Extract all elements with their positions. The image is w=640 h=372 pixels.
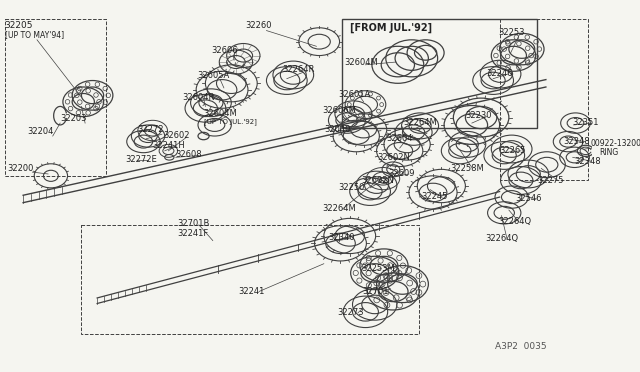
Text: 32606: 32606 [211,46,237,55]
Text: 32275: 32275 [538,176,564,185]
Text: 32608: 32608 [176,150,202,159]
Text: 32701B: 32701B [178,219,210,228]
Text: [FROM JUL.'92]: [FROM JUL.'92] [349,23,432,33]
Text: [UP TO MAY'94]: [UP TO MAY'94] [4,31,64,39]
Text: 32604R: 32604R [182,93,214,102]
Text: 32604M: 32604M [204,109,237,118]
Bar [342,19,536,128]
Text: 32245: 32245 [421,192,447,202]
Text: 32272E: 32272E [125,154,157,164]
Text: 32264M: 32264M [322,203,356,212]
Bar [81,225,419,334]
Text: 32273: 32273 [338,308,364,317]
Text: 32272: 32272 [137,125,163,134]
Text: 32260: 32260 [245,21,272,30]
Text: 32230: 32230 [465,111,492,120]
Text: 32204: 32204 [28,127,54,136]
Text: 32601A: 32601A [339,90,371,99]
Bar [4,19,106,176]
Text: 32264Q: 32264Q [486,234,519,243]
Text: 32604: 32604 [387,134,413,143]
Text: 32604M: 32604M [344,58,378,67]
Text: 32203: 32203 [60,114,86,123]
Text: 32241H: 32241H [153,141,186,150]
Text: 32253: 32253 [499,28,525,37]
Text: 32040: 32040 [324,125,350,134]
Text: 32348: 32348 [563,137,590,146]
Text: 32241: 32241 [239,287,265,296]
Text: A3P2  0035: A3P2 0035 [495,342,547,352]
Text: 32351: 32351 [573,118,599,126]
Text: 32602N: 32602N [361,176,394,185]
Text: 32602N: 32602N [378,153,410,162]
Text: RING: RING [600,148,619,157]
Text: 32602: 32602 [163,131,189,140]
Text: 32264Q: 32264Q [499,218,532,227]
Text: 32253M: 32253M [361,264,395,273]
Text: 32246: 32246 [486,70,513,78]
Text: 32250: 32250 [339,183,365,192]
Text: 32200: 32200 [8,164,34,173]
Bar [500,19,588,180]
Text: 32258M: 32258M [451,164,484,173]
Text: 32605A: 32605A [197,71,229,80]
Text: [UP TO JUL.'92]: [UP TO JUL.'92] [204,118,257,125]
Text: 32265: 32265 [500,146,526,155]
Text: 00922-13200: 00922-13200 [590,139,640,148]
Text: 32606M: 32606M [322,106,356,115]
Text: 32241F: 32241F [178,230,209,238]
Text: 32701: 32701 [363,287,389,296]
Text: 32264R: 32264R [282,65,315,74]
Text: 32546: 32546 [515,194,542,203]
Text: 32348: 32348 [575,157,601,166]
Text: 32340: 32340 [328,233,355,242]
Text: 32264M: 32264M [403,118,437,128]
Text: 32205: 32205 [4,21,33,30]
Text: 32609: 32609 [388,169,415,178]
